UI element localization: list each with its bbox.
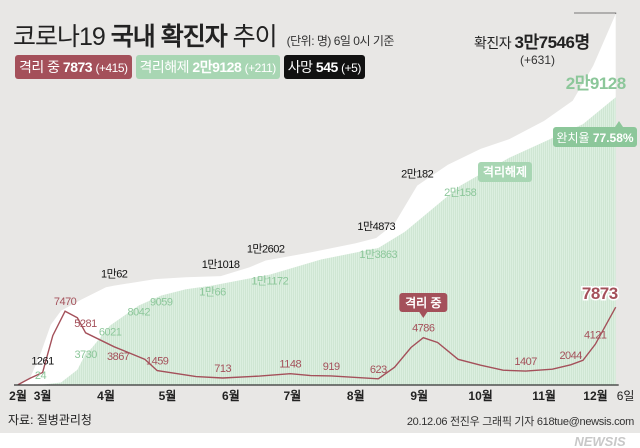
deaths-delta: (+5) <box>341 61 361 75</box>
source-note: 자료: 질병관리청 <box>8 413 92 427</box>
unit-note: (단위: 명) 6일 0시 기준 <box>286 34 395 48</box>
confirmed-value: 3만7546명 <box>514 33 591 52</box>
x-tick-label: 4월 <box>97 388 115 403</box>
isolation-data-label: 3867 <box>107 351 130 363</box>
released-data-label: 1만3863 <box>359 248 397 261</box>
released-data-label: 24 <box>35 370 47 382</box>
confirmed-data-label: 1만4873 <box>357 220 395 233</box>
title-bold: 국내 확진자 <box>110 23 228 51</box>
isolation-badge: 격리 중 7873 (+415) <box>15 55 132 79</box>
isolation-data-label: 919 <box>323 361 340 373</box>
credit-note: 20.12.06 전진우 그래픽 기자 618tue@newsis.com <box>406 416 634 428</box>
title-tail: 추이 <box>232 23 278 51</box>
isolation-data-label: 713 <box>214 363 231 375</box>
released-tag-box <box>478 162 532 182</box>
isolation-data-label: 1459 <box>146 356 169 368</box>
deaths-value: 545 <box>315 59 338 75</box>
x-tick-label: 8월 <box>347 388 365 403</box>
recovery-rate-pointer <box>615 121 623 127</box>
isolation-tag-pointer <box>419 312 428 318</box>
isolation-tag-box <box>399 293 448 312</box>
isolation-data-label: 4786 <box>412 323 435 335</box>
newsis-watermark: NEWSIS <box>574 434 626 448</box>
x-tick-label: 5월 <box>159 388 177 403</box>
released-data-label: 6021 <box>99 327 122 339</box>
released-data-label: 2만158 <box>444 186 476 199</box>
released-area <box>18 97 616 385</box>
confirmed-data-label: 1만2602 <box>247 242 285 255</box>
x-tick-label: 11월 <box>532 388 556 403</box>
recovery-rate-text: 완치율 77.58% <box>556 131 633 145</box>
released-label: 격리해제 <box>139 59 190 75</box>
x-tick-label: 12월 <box>583 388 607 403</box>
isolation-data-label: 4121 <box>584 329 607 341</box>
title-light: 코로나19 <box>13 23 106 51</box>
isolation-data-label: 7873 <box>582 284 618 303</box>
x-tick-label: 6월 <box>222 388 240 403</box>
released-data-label: 1만66 <box>199 286 226 299</box>
confirmed-total: 확진자 3만7546명 <box>474 28 590 53</box>
isolation-line <box>17 306 617 386</box>
isolation-value: 7873 <box>62 59 93 75</box>
isolation-data-label: 5281 <box>74 318 97 330</box>
isolation-data-label: 1407 <box>514 356 537 368</box>
isolation-data-label: 7470 <box>54 296 77 308</box>
released-value: 2만9128 <box>192 59 242 75</box>
x-tick-label: 7월 <box>283 388 301 403</box>
recovery-rate-box <box>553 127 637 147</box>
x-tick-label: 6일 <box>617 389 635 403</box>
confirmed-data-label: 2만182 <box>401 168 433 181</box>
x-tick-label: 10월 <box>468 388 492 403</box>
released-data-label: 3730 <box>74 349 97 361</box>
x-tick-label: 9월 <box>410 388 428 403</box>
released-data-label: 2만9128 <box>566 74 626 93</box>
confirmed-data-label: 1만1018 <box>202 258 240 271</box>
confirmed-data-label: 1261 <box>31 356 54 368</box>
summary-badges: 격리 중 7873 (+415) 격리해제 2만9128 (+211) 사망 5… <box>15 55 365 79</box>
isolation-label: 격리 중 <box>19 59 60 75</box>
released-data-label: 1만1172 <box>251 275 288 288</box>
isolation-data-label: 2044 <box>559 350 582 362</box>
confirmed-leader-line <box>574 12 617 14</box>
x-tick-label: 2월 <box>9 388 27 403</box>
released-tag-label: 격리해제 <box>483 164 527 179</box>
recovery-rate-value: 77.58% <box>593 131 634 145</box>
released-data-label: 8042 <box>128 307 151 319</box>
x-tick-label: 3월 <box>34 388 52 403</box>
isolation-data-label: 623 <box>370 364 387 376</box>
isolation-data-label: 1148 <box>279 359 301 371</box>
confirmed-delta: (+631) <box>520 53 556 67</box>
isolation-delta: (+415) <box>95 61 128 75</box>
released-data-label: 9059 <box>150 296 173 308</box>
isolation-tag-label: 격리 중 <box>405 295 441 310</box>
released-badge: 격리해제 2만9128 (+211) <box>135 55 280 79</box>
deaths-label: 사망 <box>287 59 313 75</box>
deaths-badge: 사망 545 (+5) <box>283 55 365 79</box>
confirmed-data-label: 1만62 <box>101 268 128 281</box>
confirmed-label: 확진자 <box>474 35 512 51</box>
page-title: 코로나19 국내 확진자 추이 (단위: 명) 6일 0시 기준 <box>13 17 394 53</box>
released-delta: (+211) <box>244 61 277 75</box>
